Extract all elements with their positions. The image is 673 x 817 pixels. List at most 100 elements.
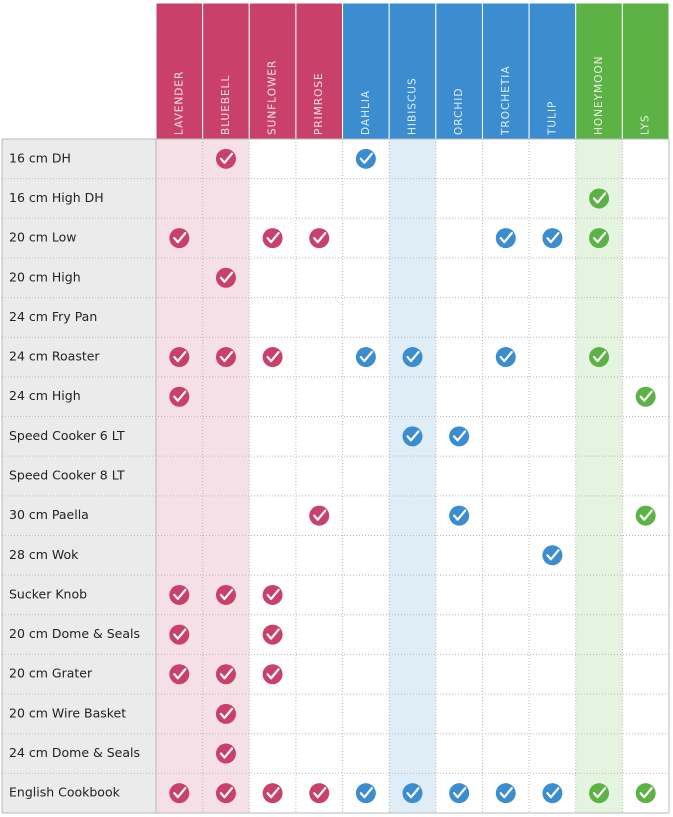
check-circle [309,505,330,526]
check-icon [215,584,236,605]
check-tick [173,390,187,402]
column-header [575,2,623,140]
check-tick [173,628,187,640]
row-label: 24 cm Fry Pan [9,309,97,324]
row-label: 24 cm High [9,388,81,403]
check-circle [449,783,470,804]
check-tick [453,430,467,442]
check-circle [589,347,610,368]
check-tick [639,787,653,799]
check-tick [219,271,234,283]
check-icon [169,783,190,804]
check-icon [169,584,190,605]
check-circle [589,228,610,249]
column-highlight [156,139,203,813]
check-circle [542,783,563,804]
check-circle [589,783,610,804]
check-tick [499,350,513,363]
check-tick [313,232,327,244]
check-icon [402,783,423,804]
row-label: English Cookbook [9,785,121,800]
check-circle [495,228,516,249]
column-header [155,2,204,140]
check-circle [262,228,283,249]
check-icon [262,664,283,685]
check-icon [262,347,283,368]
check-circle [169,347,190,368]
column-header-label: ORCHID [453,88,465,135]
row-label: 24 cm Roaster [9,349,100,364]
check-icon [355,148,376,169]
check-circle [262,624,283,645]
check-icon [589,228,610,249]
check-tick [499,787,513,799]
check-icon [449,426,470,447]
check-icon [169,386,190,407]
row-label: 20 cm Wire Basket [9,705,126,720]
check-icon [215,347,236,368]
check-icon [169,664,190,685]
check-tick [266,628,280,640]
check-circle [542,228,563,249]
check-icon [262,228,283,249]
check-circle [169,783,190,804]
check-tick [173,588,187,601]
check-circle [449,505,470,526]
row-label: 16 cm High DH [9,190,104,205]
check-tick [219,350,234,363]
check-icon [309,783,330,804]
check-tick [453,509,467,521]
check-tick [219,588,234,601]
row-label-background [2,139,156,813]
check-tick [266,787,280,799]
row-label: 24 cm Dome & Seals [9,745,140,760]
check-icon [542,783,563,804]
check-icon [309,505,330,526]
check-tick [592,787,607,799]
check-icon [262,584,283,605]
check-tick [592,192,607,204]
check-icon [635,505,656,526]
check-tick [173,787,187,799]
column-header-label: SUNFLOWER [267,60,279,135]
check-tick [639,390,653,402]
check-circle [449,426,470,447]
check-tick [173,350,187,363]
check-circle [262,783,283,804]
check-circle [402,347,423,368]
check-tick [359,152,373,164]
check-tick [453,787,467,799]
check-circle [169,228,190,249]
column-header-label: BLUEBELL [220,75,232,135]
row-label: Sucker Knob [9,586,87,601]
check-tick [219,668,234,680]
check-icon [449,783,470,804]
check-circle [635,505,656,526]
check-tick [592,232,607,244]
check-circle [309,783,330,804]
check-icon [215,703,236,724]
check-tick [266,350,280,363]
check-circle [402,426,423,447]
check-icon [402,347,423,368]
check-circle [215,664,236,685]
check-circle [355,148,376,169]
check-icon [215,664,236,685]
check-icon [215,783,236,804]
column-header-label: PRIMROSE [313,72,325,135]
column-header [481,2,530,140]
row-label: Speed Cooker 8 LT [9,468,125,483]
column-header [435,2,483,140]
check-icon [635,783,656,804]
check-circle [262,664,283,685]
check-tick [359,350,373,363]
check-circle [495,347,516,368]
column-header [528,2,577,140]
check-icon [402,426,423,447]
check-circle [355,783,376,804]
row-label: 16 cm DH [9,150,71,165]
check-circle [169,664,190,685]
check-circle [215,584,236,605]
